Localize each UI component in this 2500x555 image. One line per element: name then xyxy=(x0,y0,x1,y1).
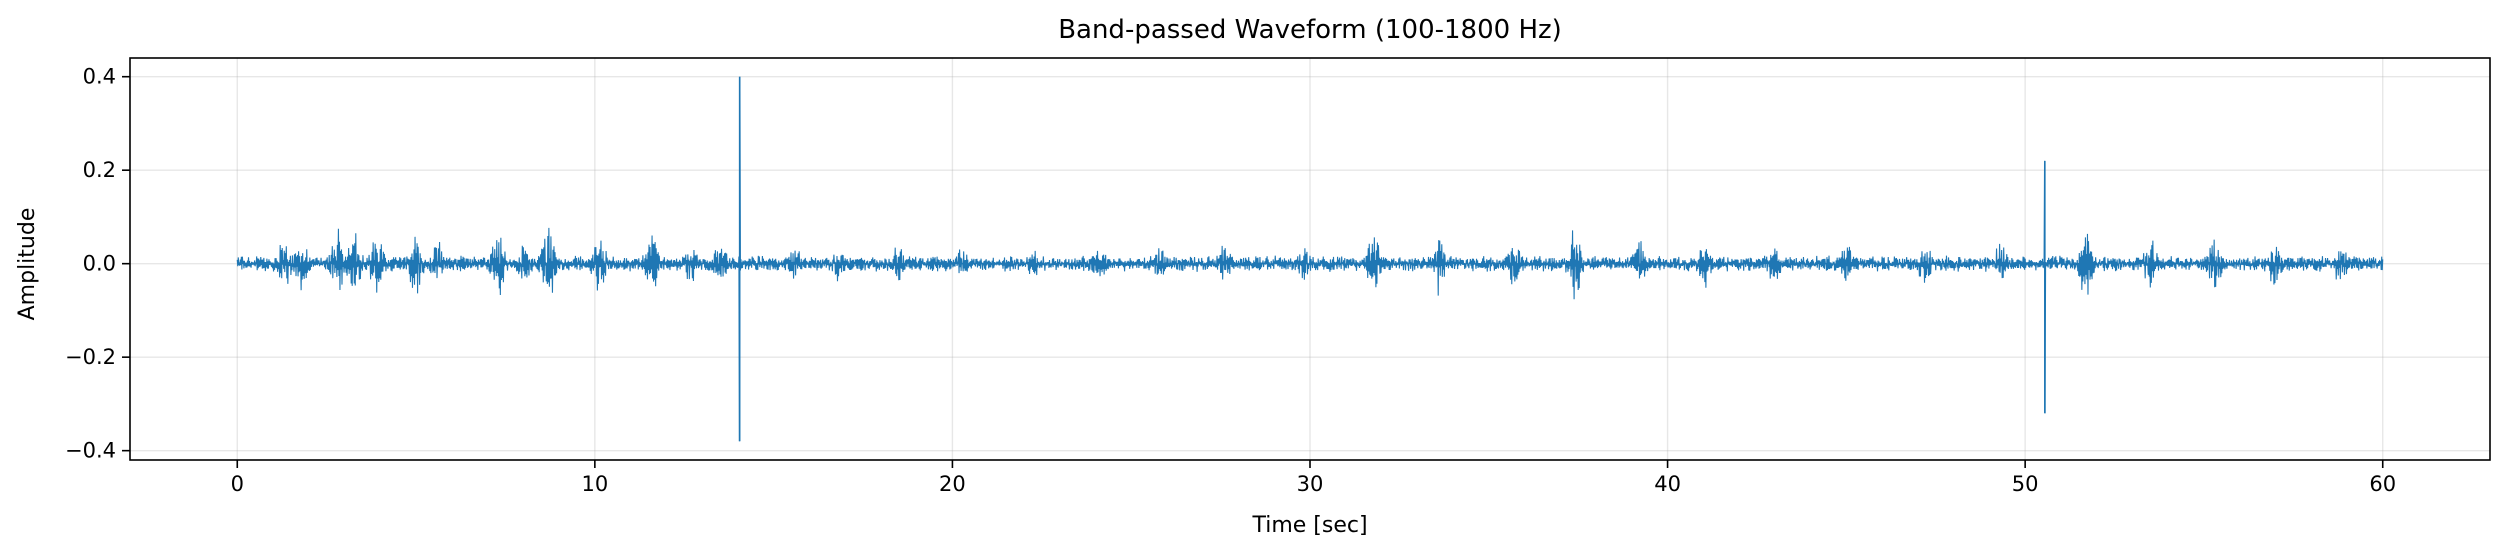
y-axis-label: Amplitude xyxy=(15,208,40,321)
chart-title: Band-passed Waveform (100-1800 Hz) xyxy=(1058,15,1562,45)
x-tick-label: 30 xyxy=(1297,472,1324,496)
y-tick-label: −0.4 xyxy=(65,439,116,463)
y-tick-label: 0.0 xyxy=(83,252,116,276)
x-tick-label: 10 xyxy=(581,472,608,496)
x-tick-label: 50 xyxy=(2012,472,2039,496)
waveform-series-line xyxy=(236,76,2384,442)
x-tick-label: 40 xyxy=(1654,472,1681,496)
y-axis-ticks: −0.4 −0.2 0.0 0.2 0.4 xyxy=(65,65,130,463)
x-tick-label: 0 xyxy=(231,472,244,496)
y-tick-label: −0.2 xyxy=(65,345,116,369)
x-tick-label: 60 xyxy=(2369,472,2396,496)
x-axis-ticks: 0 10 20 30 40 50 60 xyxy=(231,460,2396,496)
x-axis-label: Time [sec] xyxy=(1251,513,1367,538)
y-tick-label: 0.2 xyxy=(83,158,116,182)
y-tick-label: 0.4 xyxy=(83,65,116,89)
plot-area xyxy=(236,76,2384,442)
x-tick-label: 20 xyxy=(939,472,966,496)
